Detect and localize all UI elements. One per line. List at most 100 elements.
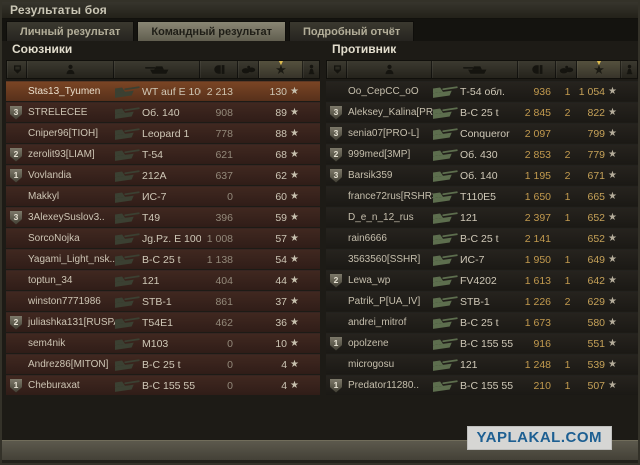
vehicle-name: Т-54 обл. xyxy=(460,85,505,98)
column-header-rank[interactable] xyxy=(327,61,347,78)
vehicle-name: B-C 155 55 xyxy=(142,379,196,392)
vehicle-cell: T54E1 xyxy=(115,316,201,329)
tank-silhouette-icon xyxy=(115,274,142,287)
table-row[interactable]: Patrik_P[UA_IV] STB-1 1 226 2 629 ★ xyxy=(326,291,638,311)
destroyed-tank-icon xyxy=(241,65,256,74)
table-row[interactable]: 3 senia07[PRO-L] Conqueror 2 097 799 ★ xyxy=(326,123,638,143)
mastery-badge: 2 xyxy=(6,315,26,330)
table-row[interactable]: 2 999med[3MP] Об. 430 2 853 2 779 ★ xyxy=(326,144,638,164)
table-row[interactable]: 2 zerolit93[LIAM] T-54 621 68 ★ xyxy=(6,144,320,164)
kills-value: 1 xyxy=(564,85,571,98)
xp-cell: 54 ★ xyxy=(260,254,304,266)
table-row[interactable]: D_e_n_12_rus 121 2 397 1 652 ★ xyxy=(326,207,638,227)
column-header-xp[interactable]: ▼ ★ xyxy=(577,60,621,78)
table-row[interactable]: Oo_CepCC_oO Т-54 обл. 936 1 1 054 ★ xyxy=(326,81,638,101)
table-row[interactable]: 3 3AlexeySuslov3.. T49 396 59 ★ xyxy=(6,207,320,227)
allies-rows: Stas13_Tyumen WT auf E 100 2 213 130 ★ 3 … xyxy=(6,81,320,396)
damage-value: 0 xyxy=(227,337,233,350)
table-row[interactable]: 3 Aleksey_Kalina[PRO-L] B-C 25 t 2 845 2… xyxy=(326,102,638,122)
column-header-vehicle[interactable] xyxy=(432,61,518,78)
column-header-player[interactable] xyxy=(347,61,432,78)
table-row[interactable]: france72rus[RSHRS] T110E5 1 650 1 665 ★ xyxy=(326,186,638,206)
kills-value: 2 xyxy=(564,295,571,308)
player-name: andrei_mitrof xyxy=(348,317,407,328)
mastery-badge: 3 xyxy=(6,210,26,225)
star-icon: ★ xyxy=(608,85,617,97)
player-name: Stas13_Tyumen xyxy=(28,86,101,97)
tank-silhouette-icon xyxy=(115,358,142,371)
mastery-badge xyxy=(6,85,26,99)
table-row[interactable]: sem4nik M103 0 10 ★ xyxy=(6,333,320,353)
table-row[interactable]: 3563560[SSHR] ИС-7 1 950 1 649 ★ xyxy=(326,249,638,269)
table-row[interactable]: winston7771986 STB-1 861 37 ★ xyxy=(6,291,320,311)
tank-silhouette-icon xyxy=(433,85,460,98)
star-icon: ★ xyxy=(608,379,617,391)
table-row[interactable]: Yagami_Light_nsk.. B-C 25 t 1 138 54 ★ xyxy=(6,249,320,269)
table-row[interactable]: 2 Lewa_wp FV4202 1 613 1 642 ★ xyxy=(326,270,638,290)
damage-value: 2 845 xyxy=(524,106,551,119)
vehicle-cell: WT auf E 100 xyxy=(115,85,201,98)
xp-value: 37 xyxy=(275,295,288,308)
mastery-badge xyxy=(6,190,26,204)
table-row[interactable]: 1 opolzene B-C 155 55 916 551 ★ xyxy=(326,333,638,353)
kills-value: 1 xyxy=(564,379,571,392)
table-row[interactable]: Stas13_Tyumen WT auf E 100 2 213 130 ★ xyxy=(6,81,320,101)
column-header-vehicle[interactable] xyxy=(114,61,200,78)
table-row[interactable]: Andrez86[MITON] B-C 25 t 0 4 ★ xyxy=(6,354,320,374)
column-header-kills[interactable] xyxy=(238,61,259,78)
tab-detailed-report[interactable]: Подробный отчёт xyxy=(288,21,415,41)
table-row[interactable]: 1 Predator11280.. B-C 155 55 210 1 507 ★ xyxy=(326,375,638,395)
table-row[interactable]: SorcoNojka Jg.Pz. E 100 1 008 57 ★ xyxy=(6,228,320,248)
xp-value: 44 xyxy=(275,274,288,287)
column-header-rank[interactable] xyxy=(7,61,27,78)
table-row[interactable]: andrei_mitrof B-C 25 t 1 673 580 ★ xyxy=(326,312,638,332)
table-row[interactable]: Cniper96[TIOH] Leopard 1 778 88 ★ xyxy=(6,123,320,143)
table-row[interactable]: microgosu 121 1 248 1 539 ★ xyxy=(326,354,638,374)
star-icon: ★ xyxy=(608,190,617,202)
xp-cell: 1 054 ★ xyxy=(578,86,622,98)
damage-value: 908 xyxy=(215,106,233,119)
vehicle-name: T49 xyxy=(142,211,161,224)
column-header-damage[interactable] xyxy=(518,61,556,78)
tank-silhouette-icon xyxy=(115,190,142,203)
damage-value: 861 xyxy=(215,295,233,308)
column-header-kills[interactable] xyxy=(556,61,577,78)
column-header-xp[interactable]: ▼ ★ xyxy=(259,60,303,78)
mastery-badge: 2 xyxy=(6,147,26,162)
xp-cell: 507 ★ xyxy=(578,380,622,392)
table-row[interactable]: Makkyl ИС-7 0 60 ★ xyxy=(6,186,320,206)
xp-value: 551 xyxy=(587,337,606,350)
mastery-badge xyxy=(326,316,346,330)
star-icon: ★ xyxy=(290,379,299,391)
star-icon: ★ xyxy=(608,337,617,349)
mastery-badge xyxy=(6,295,26,309)
damage-value: 1 613 xyxy=(524,274,551,287)
column-header-damage[interactable] xyxy=(200,61,238,78)
enemies-table-header: ▼ ★ xyxy=(326,60,638,79)
table-row[interactable]: 1 Vovlandia 212A 637 62 ★ xyxy=(6,165,320,185)
enemies-title: Противник xyxy=(332,42,397,56)
column-header-platoon[interactable] xyxy=(621,61,637,78)
column-header-platoon[interactable] xyxy=(303,61,319,78)
table-row[interactable]: rain6666 B-C 25 t 2 141 652 ★ xyxy=(326,228,638,248)
player-name: Aleksey_Kalina[PRO-L] xyxy=(348,107,433,118)
mastery-badge: 3 xyxy=(326,105,346,120)
table-row[interactable]: 3 STRELECEE Об. 140 908 89 ★ xyxy=(6,102,320,122)
table-row[interactable]: toptun_34 121 404 44 ★ xyxy=(6,270,320,290)
vehicle-name: B-C 25 t xyxy=(142,358,181,371)
table-row[interactable]: 1 Cheburaxat B-C 155 55 0 4 ★ xyxy=(6,375,320,395)
player-name: 999med[3MP] xyxy=(348,149,411,160)
star-icon: ★ xyxy=(290,148,299,160)
table-row[interactable]: 3 Barsik359 Об. 140 1 195 2 671 ★ xyxy=(326,165,638,185)
vehicle-cell: B-C 25 t xyxy=(433,316,519,329)
vehicle-cell: Jg.Pz. E 100 xyxy=(115,232,201,245)
tank-silhouette-icon xyxy=(433,337,460,350)
tab-team-result[interactable]: Командный результат xyxy=(137,21,286,41)
xp-cell: 44 ★ xyxy=(260,275,304,287)
xp-cell: 59 ★ xyxy=(260,212,304,224)
vehicle-cell: ИС-7 xyxy=(115,190,201,203)
table-row[interactable]: 2 juliashka131[RUSPA] T54E1 462 36 ★ xyxy=(6,312,320,332)
allies-panel: Союзники ▼ ★ Stas13_Tyumen WT auf E 100 2… xyxy=(6,42,320,396)
column-header-player[interactable] xyxy=(27,61,114,78)
tab-personal-result[interactable]: Личный результат xyxy=(6,21,135,41)
